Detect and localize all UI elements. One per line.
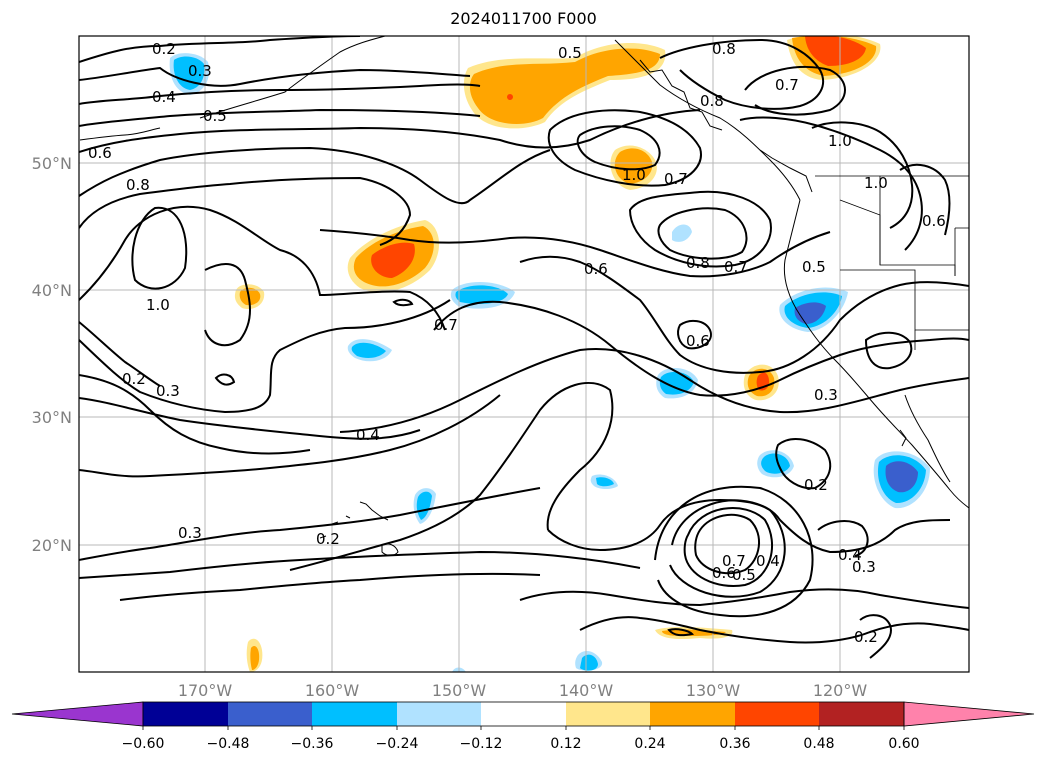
colorbar-bin xyxy=(650,702,735,726)
longitude-labels: 170°W 160°W 150°W 140°W 130°W 120°W xyxy=(178,681,868,700)
lat-label-20n: 20°N xyxy=(32,536,72,555)
c-0-8-a: 0.8 xyxy=(126,176,150,194)
lon-label-140w: 140°W xyxy=(559,681,614,700)
c-0-2-c: 0.2 xyxy=(316,530,340,548)
lat-label-40n: 40°N xyxy=(32,281,72,300)
lon-label-120w: 120°W xyxy=(813,681,868,700)
graticule xyxy=(79,36,969,672)
c-0-5-c: 0.5 xyxy=(802,258,826,276)
colorbar-extend-low xyxy=(11,701,144,727)
colorbar-tick-label: −0.48 xyxy=(207,736,250,752)
c-1-0-c: 1.0 xyxy=(622,166,646,184)
lon-label-160w: 160°W xyxy=(305,681,360,700)
c-0-6-d: 0.6 xyxy=(712,564,736,582)
coastlines xyxy=(79,36,969,556)
contour-labels: 0.2 0.3 0.4 0.5 0.6 0.8 1.0 0.2 0.3 0.4 … xyxy=(88,40,946,646)
colorbar-tick-label: −0.36 xyxy=(291,736,334,752)
lon-label-130w: 130°W xyxy=(686,681,741,700)
c-1-0-a: 1.0 xyxy=(146,296,170,314)
c-0-2-d: 0.2 xyxy=(804,476,828,494)
colorbar-outline xyxy=(142,701,905,727)
c-0-7-b: 0.7 xyxy=(775,76,799,94)
colorbar-ticks xyxy=(142,726,905,730)
colorbar-bin xyxy=(312,702,397,726)
political-borders xyxy=(815,175,969,350)
c-0-4-a: 0.4 xyxy=(152,88,176,106)
map-plot-area: 0.2 0.3 0.4 0.5 0.6 0.8 1.0 0.2 0.3 0.4 … xyxy=(79,36,969,672)
c-0-6-b: 0.6 xyxy=(584,260,608,278)
lon-label-170w: 170°W xyxy=(178,681,233,700)
colorbar-bin xyxy=(566,702,650,726)
colorbar-tick-label: 0.60 xyxy=(888,736,919,752)
c-0-4-d: 0.4 xyxy=(756,552,780,570)
c-0-3-a: 0.3 xyxy=(188,62,212,80)
c-0-3-e: 0.3 xyxy=(852,558,876,576)
lat-label-50n: 50°N xyxy=(32,154,72,173)
c-0-2-b: 0.2 xyxy=(122,370,146,388)
c-0-2-e: 0.2 xyxy=(854,628,878,646)
colorbar-tick-label: −0.12 xyxy=(460,736,503,752)
colorbar-bin xyxy=(228,702,312,726)
shading-layer xyxy=(169,36,930,672)
c-0-8-c: 0.8 xyxy=(700,92,724,110)
lat-label-30n: 30°N xyxy=(32,408,72,427)
c-0-5-b: 0.5 xyxy=(558,44,582,62)
c-0-6-c: 0.6 xyxy=(686,332,710,350)
colorbar-tick-label: −0.24 xyxy=(376,736,419,752)
latitude-labels: 50°N 40°N 30°N 20°N xyxy=(32,154,72,555)
colorbar-bin xyxy=(819,702,904,726)
lon-label-150w: 150°W xyxy=(432,681,487,700)
colorbar-tick-label: −0.60 xyxy=(122,736,165,752)
colorbar-bin xyxy=(481,702,566,726)
c-0-7-c: 0.7 xyxy=(664,170,688,188)
colorbar-bin xyxy=(143,702,228,726)
colorbar-bin xyxy=(735,702,819,726)
c-0-4-c: 0.4 xyxy=(838,546,862,564)
c-0-5-d: 0.5 xyxy=(732,566,756,584)
c-0-3-d: 0.3 xyxy=(814,386,838,404)
c-0-3-c: 0.3 xyxy=(178,524,202,542)
c-0-3-b: 0.3 xyxy=(156,382,180,400)
c-0-4-b: 0.4 xyxy=(356,426,380,444)
c-0-7-e: 0.7 xyxy=(722,552,746,570)
map-title: 2024011700 F000 xyxy=(450,9,597,28)
colorbar-tick-label: 0.36 xyxy=(719,736,750,752)
c-0-7-a: 0.7 xyxy=(434,316,458,334)
colorbar-bin xyxy=(397,702,481,726)
c-0-5-a: 0.5 xyxy=(203,107,227,125)
colorbar-extend-high xyxy=(903,701,1035,727)
map-frame xyxy=(78,35,970,673)
c-1-0-d: 1.0 xyxy=(864,174,888,192)
c-0-8-b: 0.8 xyxy=(712,40,736,58)
c-1-0-b: 1.0 xyxy=(828,132,852,150)
c-0-6-e: 0.6 xyxy=(922,212,946,230)
c-0-6-a: 0.6 xyxy=(88,144,112,162)
contour-lines xyxy=(79,36,969,659)
colorbar: −0.60 −0.48 −0.36 −0.24 −0.12 0.12 0.24 … xyxy=(11,701,1035,752)
c-0-8-d: 0.8 xyxy=(686,254,710,272)
c-0-2-a: 0.2 xyxy=(152,40,176,58)
colorbar-tick-label: 0.48 xyxy=(803,736,834,752)
colorbar-tick-label: 0.24 xyxy=(634,736,665,752)
colorbar-tick-label: 0.12 xyxy=(550,736,581,752)
c-0-7-d: 0.7 xyxy=(724,258,748,276)
